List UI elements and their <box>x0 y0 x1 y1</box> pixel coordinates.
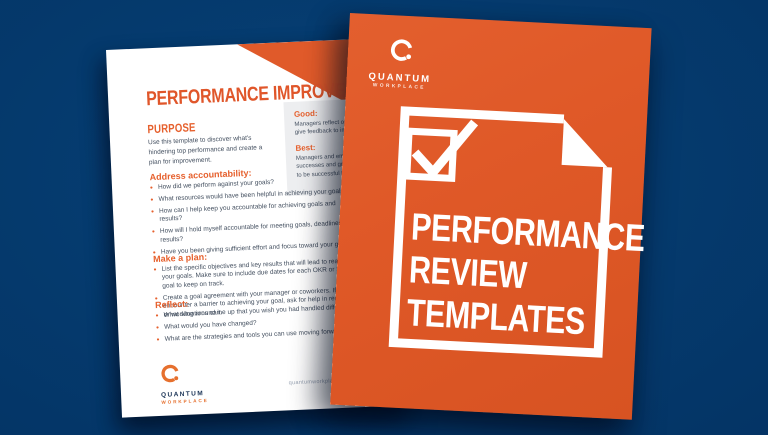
plan-heading: Make a plan: <box>152 251 208 265</box>
cover-logo: QUANTUM WORKPLACE <box>366 36 435 91</box>
quantum-workplace-ring-icon <box>388 39 414 67</box>
purpose-body: Use this template to discover what's hin… <box>147 134 263 166</box>
purpose-heading: PURPOSE <box>147 120 196 137</box>
front-cover-page: QUANTUM WORKPLACE PERFORMANCE REVIEW TEM… <box>330 13 652 420</box>
cover-title: PERFORMANCE REVIEW TEMPLATES <box>405 206 646 344</box>
document-with-checkmark-icon <box>383 101 620 367</box>
back-template-page: PERFORMANCE IMPROVEMENT PURPOSE Use this… <box>106 37 409 418</box>
reflect-list: What situations came up that you wish yo… <box>155 303 362 348</box>
accountability-list: How did we perform against your goals? W… <box>150 175 359 260</box>
footer-logo: QUANTUM WORKPLACE <box>160 361 232 405</box>
reflect-heading: Reflect: <box>154 298 189 311</box>
quantum-workplace-ring-icon <box>160 364 181 388</box>
